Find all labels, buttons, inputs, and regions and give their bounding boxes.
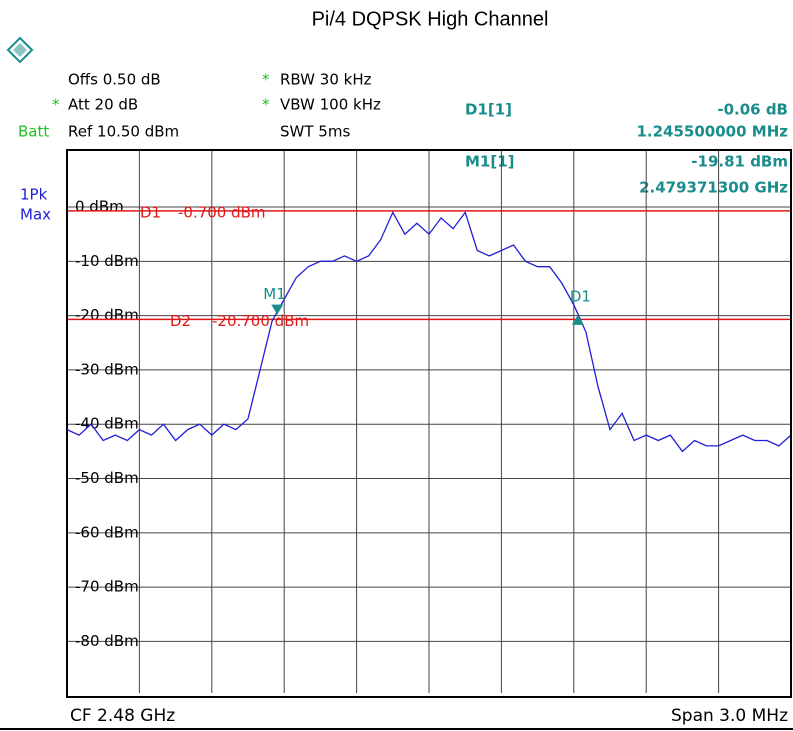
batt: Batt [18,123,49,141]
star: * [262,71,270,89]
trace-mode: Max [20,206,51,224]
delta-label: D1[1] [465,101,512,119]
marker-d1 [571,314,584,325]
y-tick-label: -40 dBm [75,415,139,433]
y-tick-label: -10 dBm [75,252,139,270]
logo [6,36,34,64]
display-line-name: D2 [170,312,191,330]
marker-value: -19.81 dBm [691,153,788,171]
y-tick-label: -60 dBm [75,523,139,541]
setting: Att 20 dB [68,96,138,114]
setting: Offs 0.50 dB [68,71,161,89]
setting: VBW 100 kHz [280,96,381,114]
trace [66,210,792,453]
marker-x: 2.479371300 GHz [639,179,788,197]
y-tick-label: 0 dBm [75,198,124,216]
setting: RBW 30 kHz [280,71,372,89]
display-line-name: D1 [140,203,161,221]
delta-value: -0.06 dB [717,101,788,119]
detector: 1Pk [20,186,48,204]
y-tick-label: -50 dBm [75,469,139,487]
star: * [262,96,270,114]
plot-frame [66,149,792,698]
marker-label: M1[1] [465,153,515,171]
y-tick-label: -30 dBm [75,360,139,378]
display-line-label: -20.700 dBm [212,312,309,330]
delta-x: 1.245500000 MHz [636,123,788,141]
marker-name: M1 [263,285,286,303]
star: * [52,96,60,114]
setting: Ref 10.50 dBm [68,123,179,141]
marker-m1 [271,304,284,315]
setting: SWT 5ms [280,123,350,141]
center-frequency: CF 2.48 GHz [70,706,175,726]
span: Span 3.0 MHz [671,706,788,726]
y-tick-label: -70 dBm [75,578,139,596]
title: Pi/4 DQPSK High Channel [312,8,549,30]
display-line-label: -0.700 dBm [178,203,266,221]
y-tick-label: -80 dBm [75,632,139,650]
delta-name: D1 [570,287,591,305]
y-tick-label: -20 dBm [75,306,139,324]
